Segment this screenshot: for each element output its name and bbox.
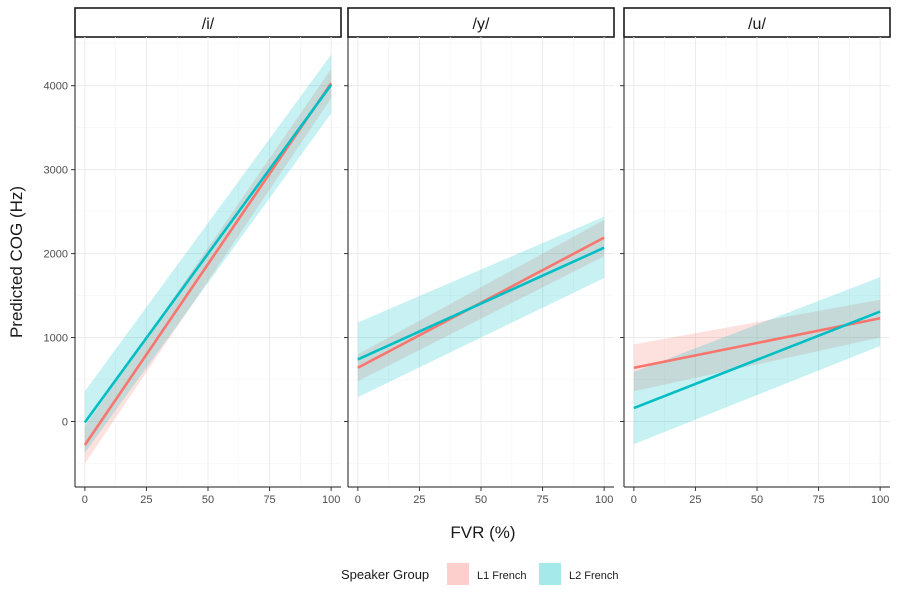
line-l2-french-u [633, 310, 881, 410]
x-tick-label-i: 50 [202, 494, 214, 506]
ribbon-l1-french-u [633, 299, 881, 392]
x-tick-label-y: 100 [595, 494, 613, 506]
facet-label-y: /y/ [473, 16, 490, 33]
legend-key-l1-french [447, 563, 469, 585]
facet-label-i: /i/ [202, 16, 215, 33]
y-tick-label: 3000 [44, 165, 68, 177]
facet-strip-y [347, 7, 615, 38]
line-l2-french-i [83, 84, 333, 424]
x-tick-label-u: 75 [812, 494, 824, 506]
legend-key-l2-french [539, 563, 561, 585]
y-axis-title: Predicted COG (Hz) [7, 186, 26, 338]
legend-title: Speaker Group [341, 567, 429, 582]
x-axis-title: FVR (%) [450, 523, 515, 542]
x-tick-label-u: 25 [689, 494, 701, 506]
x-tick-label-y: 75 [536, 494, 548, 506]
facet-strip-u [623, 7, 891, 38]
ribbon-l1-french-y [357, 220, 605, 382]
y-tick-label: 1000 [44, 333, 68, 345]
legend-label-l1-french: L1 French [477, 570, 527, 582]
ribbon-l2-french-y [357, 216, 605, 398]
line-l2-french-y [357, 246, 605, 361]
x-tick-label-y: 0 [355, 494, 361, 506]
y-tick-label: 2000 [44, 249, 68, 261]
legend: Speaker Group L1 French L2 French [341, 563, 619, 585]
x-tick-label-y: 50 [475, 494, 487, 506]
facet-strip-i [74, 7, 342, 38]
y-tick-label: 0 [62, 417, 68, 429]
x-tick-label-i: 25 [140, 494, 152, 506]
x-tick-label-i: 75 [263, 494, 275, 506]
x-tick-label-u: 100 [871, 494, 889, 506]
facet-panel-u: /u/ [623, 7, 891, 487]
facet-label-u: /u/ [748, 16, 766, 33]
y-tick-label: 4000 [44, 81, 68, 93]
x-tick-label-i: 0 [82, 494, 88, 506]
panels-layer: /i/ /y/ /u/ [74, 7, 891, 487]
x-tick-label-i: 100 [322, 494, 340, 506]
facet-panel-y: /y/ [347, 7, 615, 487]
facet-panel-i: /i/ [74, 7, 342, 487]
legend-label-l2-french: L2 French [569, 570, 619, 582]
x-tick-label-u: 50 [751, 494, 763, 506]
x-tick-label-u: 0 [631, 494, 637, 506]
line-l1-french-i [83, 82, 333, 446]
x-tick-label-y: 25 [413, 494, 425, 506]
